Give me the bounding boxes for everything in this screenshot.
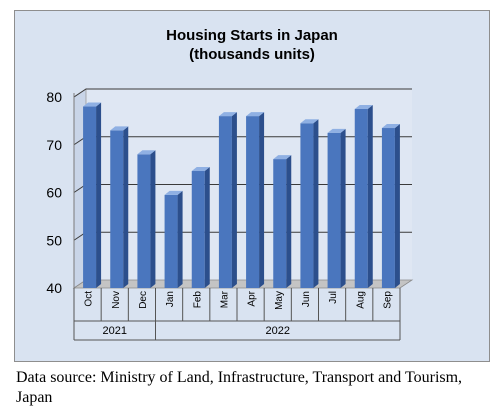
bar [300, 123, 314, 288]
bar-top [327, 128, 346, 133]
x-tick-label: Jan [165, 291, 176, 307]
bar-side [150, 150, 156, 288]
gridline [73, 88, 412, 98]
chart-title-line: (thousands units) [189, 46, 315, 63]
bar-side [123, 126, 129, 288]
bar-top [191, 167, 210, 172]
bar [110, 130, 124, 288]
bar-top [354, 104, 373, 109]
year-label: 2021 [103, 325, 127, 337]
bar-side [394, 124, 400, 288]
bar [164, 194, 178, 288]
bar-side [96, 102, 102, 288]
bar [354, 108, 368, 288]
bar [246, 116, 260, 288]
bar-top [164, 190, 183, 195]
y-tick-label: 70 [46, 137, 62, 153]
bar-top [218, 112, 237, 117]
x-tick-label: Feb [192, 291, 203, 309]
bar [273, 159, 287, 288]
x-tick-label: Dec [138, 291, 149, 309]
x-tick-label: May [274, 291, 285, 310]
chart-title-line: Housing Starts in Japan [166, 27, 338, 44]
bar [191, 171, 205, 288]
bar-side [340, 128, 346, 288]
x-tick-label: Sep [382, 291, 393, 309]
x-tick-label: Jun [301, 291, 312, 307]
bar-side [367, 104, 373, 288]
bar-side [286, 155, 292, 288]
x-tick-label: Oct [84, 291, 95, 307]
bar [381, 128, 395, 288]
bar-top [246, 112, 265, 117]
bar-top [110, 126, 129, 131]
bar-side [313, 119, 319, 288]
x-tick-label: Nov [111, 291, 122, 309]
x-tick-label: Apr [247, 290, 258, 306]
bar [327, 132, 341, 288]
y-tick-label: 60 [46, 185, 62, 201]
bar-top [137, 150, 156, 155]
bar-top [300, 119, 319, 124]
y-tick-label: 50 [46, 232, 62, 248]
bar-top [381, 124, 400, 129]
bar-side [204, 167, 210, 288]
x-tick-label: Aug [355, 291, 366, 309]
bar-side [177, 190, 183, 288]
bar [83, 106, 97, 288]
x-tick-label: Jul [328, 291, 339, 304]
bar-side [259, 112, 265, 288]
bar-top [83, 102, 102, 107]
bar [218, 116, 232, 288]
bar-top [273, 155, 292, 160]
y-tick-label: 80 [46, 89, 62, 105]
year-label: 2022 [266, 325, 290, 337]
housing-starts-chart: Housing Starts in Japan (thousands units)… [46, 27, 414, 341]
bar-side [231, 112, 237, 288]
data-source-caption: Data source: Ministry of Land, Infrastru… [16, 369, 463, 406]
y-tick-label: 40 [46, 280, 62, 296]
x-tick-label: Mar [219, 290, 230, 308]
bar [137, 154, 151, 288]
